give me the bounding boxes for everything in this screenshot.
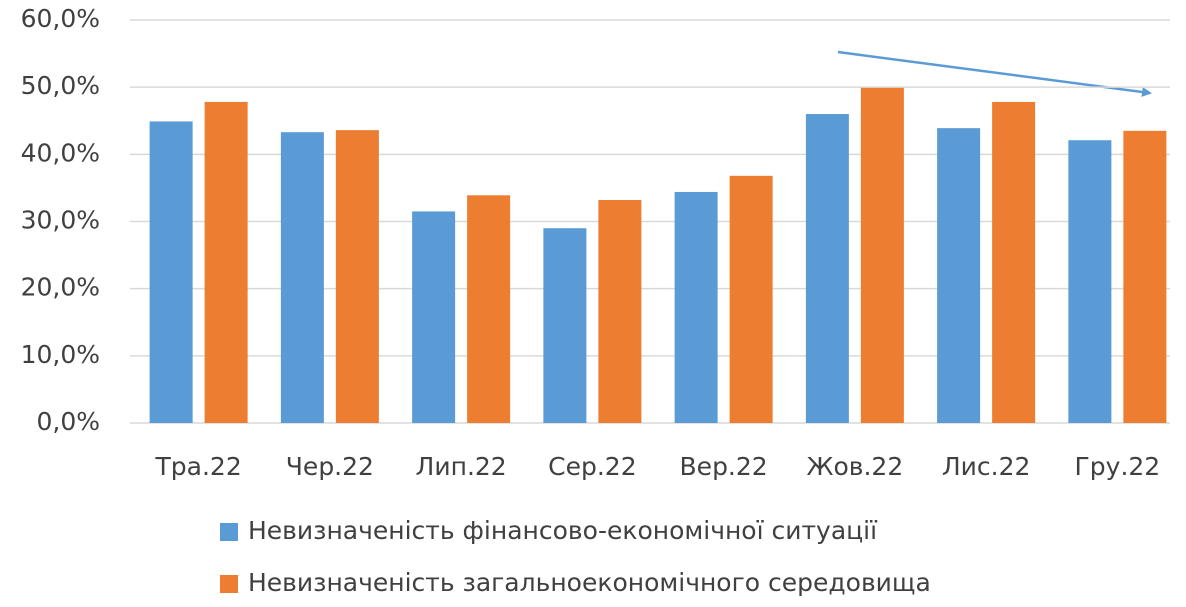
bar bbox=[937, 128, 981, 423]
bar bbox=[467, 195, 511, 423]
trend-arrow bbox=[837, 50, 1152, 97]
x-tick-label: Жов.22 bbox=[807, 452, 904, 481]
bar bbox=[280, 132, 324, 423]
bar bbox=[335, 130, 379, 424]
y-tick-label: 40,0% bbox=[21, 138, 100, 167]
x-tick-label: Тра.22 bbox=[155, 452, 242, 481]
bar bbox=[1123, 130, 1167, 423]
legend-swatch bbox=[220, 575, 238, 593]
bar bbox=[598, 200, 642, 423]
bar bbox=[805, 114, 849, 424]
y-tick-label: 0,0% bbox=[36, 407, 100, 436]
x-tick-label: Лип.22 bbox=[416, 452, 507, 481]
y-tick-label: 60,0% bbox=[21, 4, 100, 33]
legend-swatch bbox=[220, 523, 238, 541]
bar bbox=[674, 191, 718, 423]
y-tick-label: 20,0% bbox=[21, 273, 100, 302]
bar bbox=[543, 228, 587, 423]
x-tick-label: Чер.22 bbox=[286, 452, 374, 481]
bar bbox=[729, 175, 773, 423]
y-tick-label: 50,0% bbox=[21, 71, 100, 100]
bar bbox=[860, 87, 904, 424]
x-tick-label: Сер.22 bbox=[548, 452, 636, 481]
x-tick-label: Лис.22 bbox=[942, 452, 1031, 481]
y-tick-label: 30,0% bbox=[21, 206, 100, 235]
legend-label: Невизначеність фінансово-економічної сит… bbox=[248, 516, 878, 545]
bar bbox=[204, 101, 248, 424]
x-tick-label: Гру.22 bbox=[1075, 452, 1161, 481]
legend-label: Невизначеність загальноекономічного сере… bbox=[248, 568, 931, 597]
bar bbox=[149, 121, 193, 424]
x-tick-label: Вер.22 bbox=[680, 452, 768, 481]
bar bbox=[992, 101, 1036, 424]
y-tick-label: 10,0% bbox=[21, 340, 100, 369]
bar bbox=[1068, 140, 1112, 423]
bar bbox=[412, 211, 456, 423]
